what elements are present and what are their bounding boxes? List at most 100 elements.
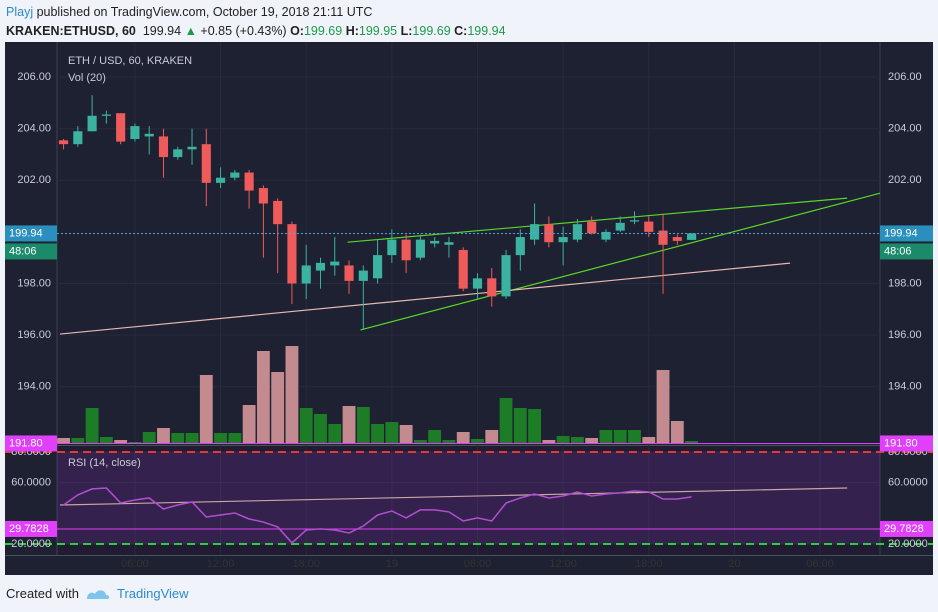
trend-line — [347, 197, 848, 243]
author[interactable]: Playj — [6, 5, 34, 19]
x-tick-label: 12:00 — [549, 558, 577, 570]
countdown: 48:06 — [884, 245, 912, 257]
h-line-label: 191.80 — [884, 437, 918, 449]
candle-body — [273, 200, 283, 225]
volume-bar — [656, 370, 670, 444]
chart: ETH / USD, 60, KRAKEN Vol (20) RSI (14, … — [5, 42, 933, 575]
x-tick-label: 19 — [386, 558, 398, 570]
h-line-label-box — [880, 435, 933, 452]
volume-bar — [256, 351, 270, 444]
volume-bar — [471, 439, 484, 444]
candle-body — [158, 136, 169, 158]
candle-body — [515, 237, 525, 256]
x-tick-label: 12:00 — [207, 558, 235, 570]
last: 199.94 — [142, 24, 182, 38]
up-arrow: ▲ — [184, 24, 197, 38]
volume-bar — [485, 430, 499, 444]
candle-body — [216, 177, 226, 183]
candle-body — [244, 172, 254, 191]
logo — [86, 589, 110, 599]
volume-bar — [157, 428, 170, 444]
symbol: KRAKEN:ETHUSD, 60 — [6, 24, 136, 38]
candle-body — [401, 239, 411, 261]
candle-body — [544, 224, 554, 243]
volume-bar — [71, 438, 85, 444]
volume-bar — [613, 430, 627, 444]
candle-body — [301, 265, 311, 284]
h-line-label: 29.7828 — [884, 523, 924, 535]
x-tick-label: 20 — [728, 558, 740, 570]
y-tick-label: 60.0000 — [11, 477, 51, 489]
x-tick-label: 18:00 — [635, 558, 663, 570]
volume-bar — [556, 436, 570, 444]
y-tick-label: 196.00 — [17, 329, 51, 341]
volume-bar — [628, 430, 641, 444]
candle-body — [358, 270, 368, 281]
candle-body — [629, 220, 640, 222]
y-tick-label: 202.00 — [17, 174, 51, 186]
candle-body — [415, 239, 425, 258]
x-tick-label: 18:00 — [292, 558, 320, 570]
candle-body — [201, 144, 211, 183]
volume-bar — [314, 414, 327, 444]
h-line-label-box — [5, 520, 57, 537]
volume-bar — [142, 432, 156, 444]
candle-body — [387, 239, 397, 256]
volume-bar — [428, 430, 442, 444]
y-tick-label: 204.00 — [17, 123, 51, 135]
c-label: C: — [454, 24, 468, 38]
volume-bar — [642, 437, 656, 444]
c-value: 199.94 — [467, 24, 506, 38]
candle-body — [572, 224, 582, 240]
quote-line: KRAKEN:ETHUSD, 60 199.94 ▲ +0.85 (+0.43%… — [6, 22, 506, 41]
volume-bar — [542, 440, 556, 444]
h-line-label-box — [5, 435, 57, 452]
candle-body — [187, 146, 197, 150]
volume-bar — [342, 406, 356, 444]
candle-body — [230, 172, 240, 178]
candle-body — [287, 224, 297, 284]
h-line-label: 191.80 — [9, 437, 43, 449]
candle-body — [687, 233, 697, 240]
candle-body — [672, 237, 682, 241]
h-value: 199.95 — [358, 24, 398, 38]
y-tick-label: 198.00 — [17, 277, 51, 289]
candle-body — [615, 222, 625, 231]
y-tick-label: 206.00 — [888, 71, 922, 83]
rsi-band — [57, 451, 880, 544]
last-price-box — [5, 225, 57, 242]
volume-bar — [456, 432, 470, 444]
candle-body — [658, 230, 668, 245]
x-tick-label: 06:00 — [121, 558, 149, 570]
volume-bar — [299, 408, 313, 444]
candle-body — [330, 261, 340, 266]
y-tick-label: 206.00 — [17, 71, 51, 83]
candle-body — [101, 114, 111, 116]
y-tick-label: 196.00 — [888, 329, 922, 341]
chart-title: ETH / USD, 60, KRAKEN — [68, 55, 192, 67]
o-label: O: — [290, 24, 304, 38]
candle-body — [315, 262, 326, 271]
volume-bar — [585, 438, 599, 444]
brand[interactable]: TradingView — [116, 586, 189, 601]
candle-body — [173, 149, 183, 158]
l-label: L: — [400, 24, 413, 38]
candle-body — [58, 140, 69, 145]
last-price-label: 199.94 — [884, 227, 918, 239]
rsi-line — [63, 487, 692, 544]
candle-body — [587, 221, 597, 234]
y-tick-label: 194.00 — [17, 381, 51, 393]
h-line-label: 29.7828 — [9, 523, 49, 535]
trend-line — [59, 262, 791, 335]
volume-bar — [499, 398, 513, 444]
volume-bar — [228, 433, 242, 444]
candle-body — [530, 224, 540, 240]
candle-body — [73, 131, 83, 145]
volume-bar — [99, 437, 113, 444]
y-tick-label: 60.0000 — [888, 477, 928, 489]
candle-body — [444, 242, 454, 245]
candle-body — [116, 113, 126, 142]
volume-bar — [85, 408, 99, 444]
rsi-bg — [57, 446, 880, 555]
